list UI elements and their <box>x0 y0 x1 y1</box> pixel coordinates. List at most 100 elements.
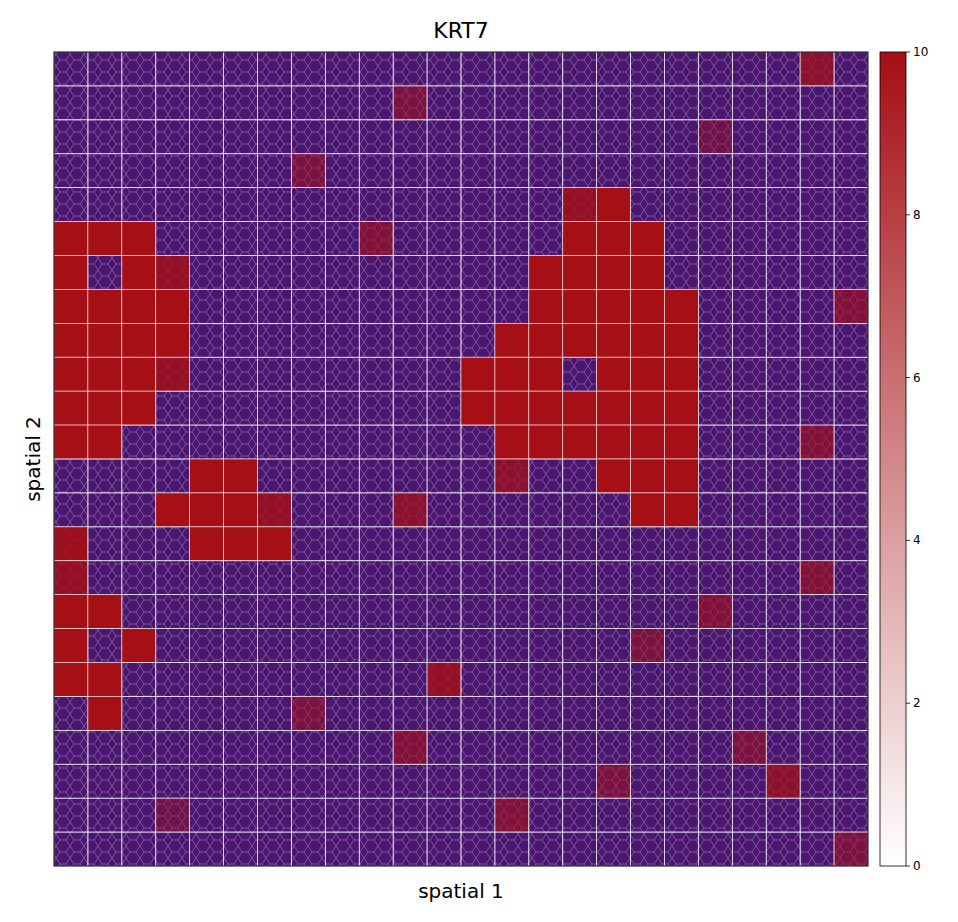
cell <box>427 86 461 120</box>
cell <box>359 425 393 459</box>
cell <box>529 357 563 391</box>
cell <box>291 459 325 493</box>
cell <box>800 493 834 527</box>
cell <box>563 154 597 188</box>
cell <box>461 764 495 798</box>
cell <box>834 256 868 290</box>
cell <box>597 798 631 832</box>
cell <box>427 730 461 764</box>
cell <box>156 154 190 188</box>
cell <box>732 798 766 832</box>
cell <box>359 154 393 188</box>
cell <box>698 527 732 561</box>
cell <box>224 832 258 866</box>
cell <box>190 391 224 425</box>
cell <box>359 764 393 798</box>
cell <box>461 493 495 527</box>
cell <box>258 391 292 425</box>
cell <box>732 696 766 730</box>
cell <box>461 595 495 629</box>
colorbar-tick <box>906 52 910 53</box>
cell <box>834 561 868 595</box>
cell <box>291 222 325 256</box>
cell <box>800 629 834 663</box>
cell <box>563 256 597 290</box>
cell <box>88 696 122 730</box>
cell <box>665 493 699 527</box>
cell <box>359 527 393 561</box>
cell <box>732 188 766 222</box>
cell <box>631 391 665 425</box>
cell <box>766 154 800 188</box>
cell <box>359 730 393 764</box>
cell <box>224 222 258 256</box>
cell <box>325 120 359 154</box>
cell <box>665 730 699 764</box>
cell <box>461 52 495 86</box>
cell <box>698 188 732 222</box>
cell <box>224 323 258 357</box>
cell <box>54 256 88 290</box>
cell <box>800 256 834 290</box>
cell <box>258 561 292 595</box>
cell <box>800 222 834 256</box>
cell <box>359 595 393 629</box>
cell <box>698 798 732 832</box>
cell <box>529 730 563 764</box>
cell <box>631 459 665 493</box>
cell <box>190 730 224 764</box>
cell <box>156 696 190 730</box>
cell <box>563 459 597 493</box>
cell <box>325 289 359 323</box>
cell <box>631 798 665 832</box>
cell <box>88 629 122 663</box>
colorbar-tick-label: 0 <box>913 859 921 873</box>
cell <box>122 188 156 222</box>
cell <box>54 86 88 120</box>
cell <box>834 188 868 222</box>
cell <box>800 391 834 425</box>
cell <box>325 391 359 425</box>
cell <box>495 527 529 561</box>
cell <box>631 595 665 629</box>
cell <box>156 323 190 357</box>
cell <box>563 357 597 391</box>
cell <box>597 696 631 730</box>
cell <box>156 832 190 866</box>
cell <box>597 323 631 357</box>
cell <box>495 798 529 832</box>
cell <box>427 357 461 391</box>
cell <box>732 357 766 391</box>
cell <box>393 730 427 764</box>
cell <box>495 561 529 595</box>
cell <box>88 764 122 798</box>
cell <box>529 561 563 595</box>
cell <box>800 832 834 866</box>
cell <box>461 425 495 459</box>
cell <box>597 764 631 798</box>
cell <box>834 493 868 527</box>
cell <box>563 425 597 459</box>
cell <box>291 86 325 120</box>
cell <box>834 663 868 697</box>
cell <box>563 52 597 86</box>
cell <box>325 764 359 798</box>
cell <box>461 459 495 493</box>
cell <box>54 459 88 493</box>
cell <box>190 798 224 832</box>
cell <box>461 188 495 222</box>
colorbar-tick <box>906 703 910 704</box>
cell <box>325 527 359 561</box>
cell <box>258 730 292 764</box>
cell <box>224 357 258 391</box>
cell <box>529 391 563 425</box>
cell <box>800 86 834 120</box>
cell <box>766 52 800 86</box>
cell <box>834 459 868 493</box>
cell <box>258 289 292 323</box>
cell <box>665 459 699 493</box>
cell <box>427 663 461 697</box>
cell <box>597 595 631 629</box>
cell <box>631 764 665 798</box>
cell <box>224 289 258 323</box>
